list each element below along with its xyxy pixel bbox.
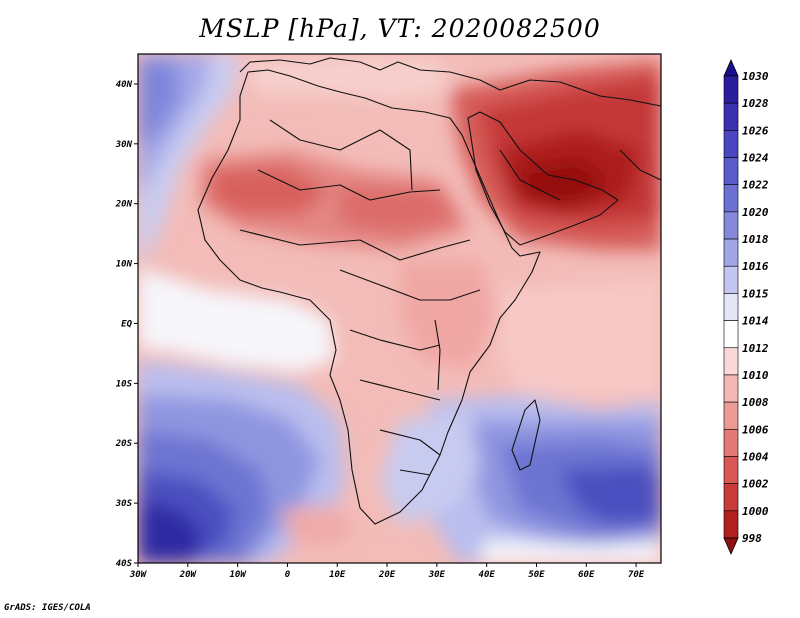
colorbar-label: 1004: [742, 450, 769, 463]
colorbar-box: [723, 401, 739, 430]
colorbar-box: [723, 75, 739, 104]
y-tick-label: EQ: [121, 319, 132, 329]
y-tick-label: 30N: [115, 140, 133, 150]
colorbar-label: 1012: [742, 342, 769, 355]
colorbar-box: [723, 238, 739, 267]
map-frame: [137, 53, 662, 564]
colorbar-box: [723, 130, 739, 158]
x-tick-label: 0: [285, 570, 291, 580]
y-tick-label: 20N: [115, 200, 133, 210]
colorbar-label: 998: [742, 532, 762, 545]
colorbar-box: [723, 265, 739, 294]
europe-coastline: [239, 57, 661, 107]
colorbar-box: [723, 374, 739, 403]
x-tick-label: 50E: [528, 570, 545, 580]
map-axes: 30W 20W 10W 0 10E 20E 30E 40E 50E 60E 70E 40N 30N 20N…: [115, 80, 645, 580]
x-tick-label: 10E: [329, 570, 346, 580]
y-tick-label: 30S: [115, 499, 133, 509]
colorbar-bottom-arrow: [723, 537, 739, 555]
colorbar-label: 1015: [742, 287, 769, 300]
colorbar-box: [723, 510, 739, 539]
colorbar-label: 1008: [742, 396, 769, 409]
colorbar-label: 1016: [742, 260, 769, 273]
madagascar: [511, 399, 541, 471]
colorbar-box: [723, 293, 739, 321]
arabia-coastline: [467, 111, 619, 246]
colorbar: 1030 1028 1026 1024 1022 1020 1018 1016 1015 1014…: [723, 59, 769, 555]
y-tick-label: 40N: [116, 80, 133, 90]
colorbar-box: [723, 211, 739, 240]
x-tick-label: 40E: [479, 570, 496, 580]
x-tick-label: 10W: [229, 570, 247, 580]
colorbar-top-arrow: [723, 59, 739, 77]
colorbar-box: [723, 320, 739, 349]
colorbar-box: [723, 102, 739, 131]
colorbar-label: 1002: [742, 478, 769, 491]
colorbar-label: 1024: [742, 152, 769, 165]
y-tick-label: 10S: [116, 379, 133, 389]
colorbar-box: [723, 428, 739, 457]
chart-title: MSLP [hPa], VT: 2020082500: [199, 14, 601, 43]
coastlines: [197, 57, 661, 525]
x-tick-label: 20W: [179, 570, 198, 580]
colorbar-label: 1018: [742, 233, 769, 246]
colorbar-box: [723, 157, 739, 186]
x-tick-label: 30E: [428, 570, 446, 580]
equatorial-ridge: [138, 268, 335, 372]
colorbar-box: [723, 347, 739, 376]
y-tick-label: 20S: [115, 439, 133, 449]
colorbar-label: 1020: [742, 206, 769, 219]
colorbar-box: [723, 483, 739, 512]
colorbar-label: 1006: [742, 423, 769, 436]
y-tick-label: 40S: [116, 559, 133, 569]
colorbar-box: [723, 184, 739, 213]
x-tick-label: 60E: [578, 570, 595, 580]
colorbar-label: 1014: [742, 315, 769, 328]
colorbar-label: 1000: [742, 505, 769, 518]
colorbar-label: 1022: [742, 179, 769, 192]
colorbar-label: 1026: [742, 124, 769, 137]
colorbar-label: 1028: [742, 97, 769, 110]
colorbar-label: 1010: [742, 369, 769, 382]
grads-credit: GrADS: IGES/COLA: [4, 603, 91, 613]
colorbar-label: 1030: [742, 70, 769, 83]
x-tick-label: 20E: [378, 570, 396, 580]
colorbar-box: [723, 456, 739, 484]
y-tick-label: 10N: [116, 260, 133, 270]
x-tick-label: 30W: [129, 570, 148, 580]
x-tick-label: 70E: [628, 570, 645, 580]
